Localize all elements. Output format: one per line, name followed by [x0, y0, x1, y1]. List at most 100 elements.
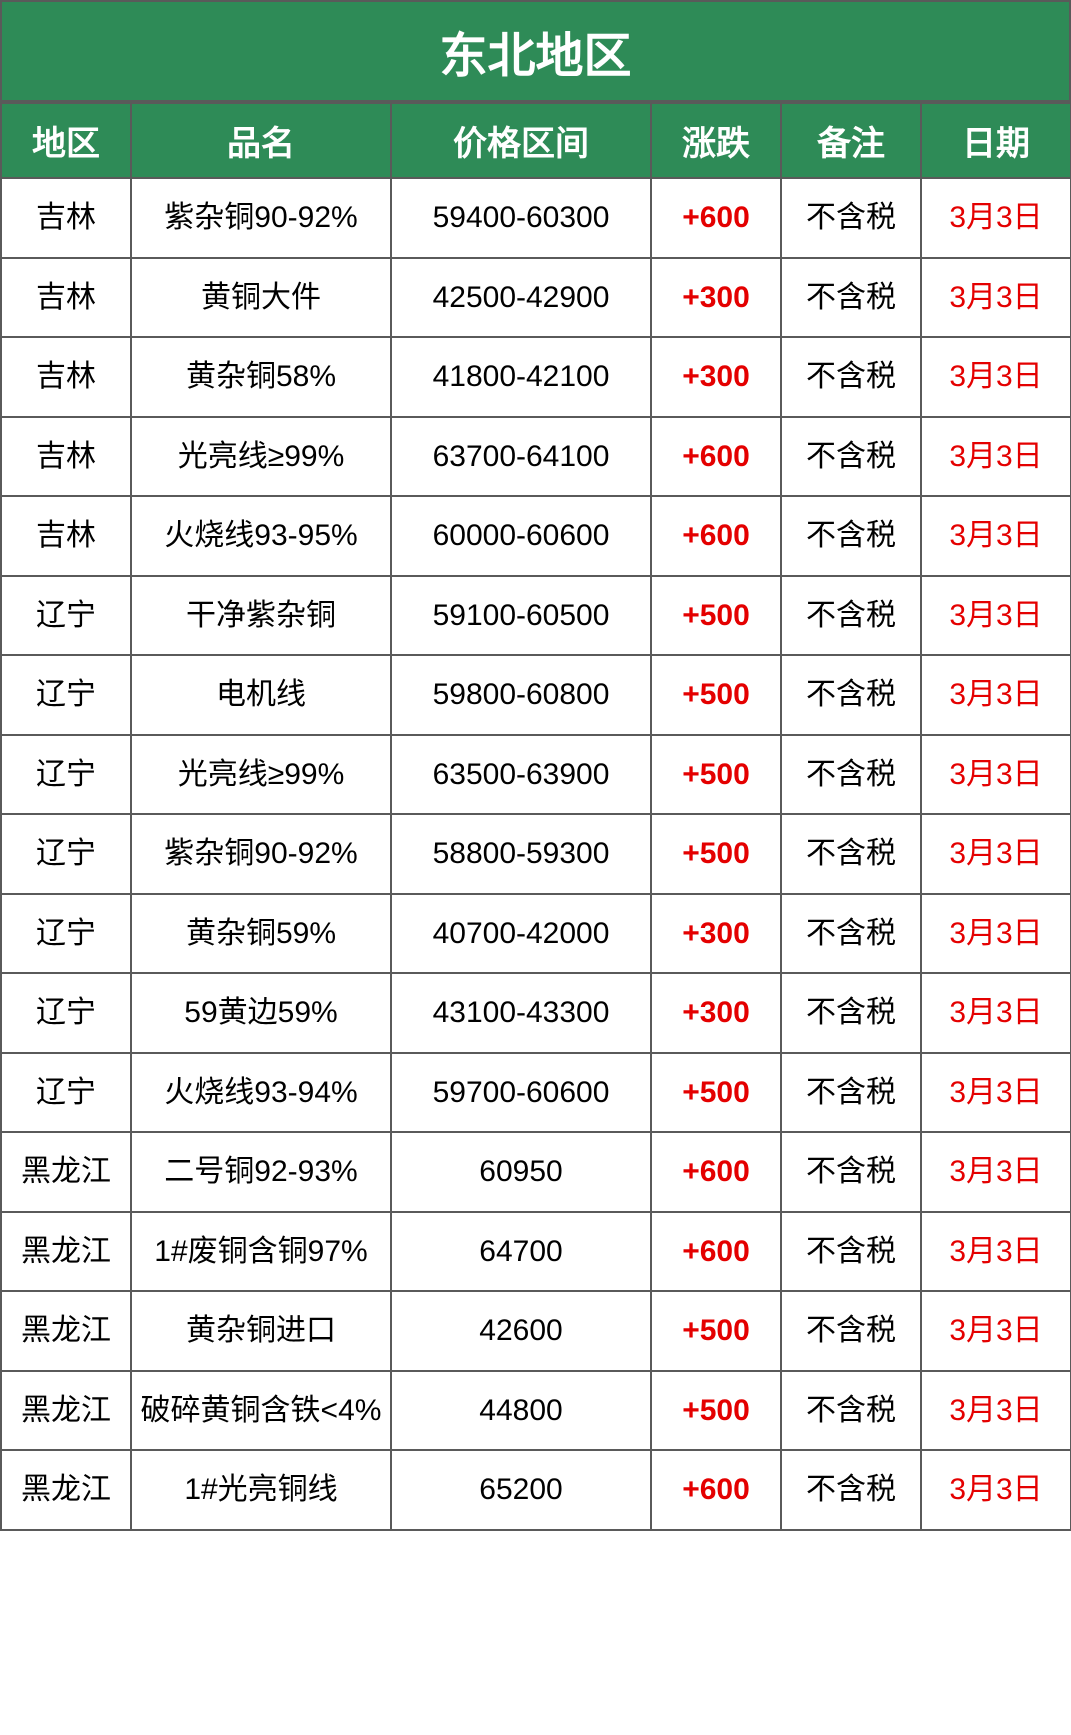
cell-region: 吉林 — [1, 178, 131, 258]
cell-date: 3月3日 — [921, 1291, 1071, 1371]
cell-note: 不含税 — [781, 1371, 921, 1451]
cell-date: 3月3日 — [921, 1053, 1071, 1133]
table-row: 辽宁紫杂铜90-92%58800-59300+500不含税3月3日 — [1, 814, 1071, 894]
cell-date: 3月3日 — [921, 655, 1071, 735]
cell-note: 不含税 — [781, 1053, 921, 1133]
cell-name: 紫杂铜90-92% — [131, 814, 391, 894]
cell-region: 黑龙江 — [1, 1291, 131, 1371]
cell-price: 58800-59300 — [391, 814, 651, 894]
cell-price: 60950 — [391, 1132, 651, 1212]
cell-name: 黄杂铜59% — [131, 894, 391, 974]
cell-note: 不含税 — [781, 337, 921, 417]
table-title: 东北地区 — [0, 0, 1071, 102]
cell-name: 紫杂铜90-92% — [131, 178, 391, 258]
cell-note: 不含税 — [781, 496, 921, 576]
cell-name: 黄铜大件 — [131, 258, 391, 338]
cell-price: 44800 — [391, 1371, 651, 1451]
table-row: 吉林黄铜大件42500-42900+300不含税3月3日 — [1, 258, 1071, 338]
cell-price: 63700-64100 — [391, 417, 651, 497]
cell-region: 黑龙江 — [1, 1450, 131, 1530]
header-row: 地区 品名 价格区间 涨跌 备注 日期 — [1, 103, 1071, 178]
cell-change: +600 — [651, 417, 781, 497]
cell-change: +500 — [651, 735, 781, 815]
cell-price: 60000-60600 — [391, 496, 651, 576]
cell-region: 辽宁 — [1, 894, 131, 974]
col-date: 日期 — [921, 103, 1071, 178]
cell-name: 59黄边59% — [131, 973, 391, 1053]
table-row: 黑龙江黄杂铜进口42600+500不含税3月3日 — [1, 1291, 1071, 1371]
cell-region: 黑龙江 — [1, 1212, 131, 1292]
table-row: 吉林火烧线93-95%60000-60600+600不含税3月3日 — [1, 496, 1071, 576]
cell-name: 火烧线93-94% — [131, 1053, 391, 1133]
cell-price: 59400-60300 — [391, 178, 651, 258]
price-table: 东北地区 地区 品名 价格区间 涨跌 备注 日期 吉林紫杂铜90-92%5940… — [0, 0, 1071, 1531]
cell-name: 火烧线93-95% — [131, 496, 391, 576]
cell-note: 不含税 — [781, 1450, 921, 1530]
table-row: 辽宁干净紫杂铜59100-60500+500不含税3月3日 — [1, 576, 1071, 656]
cell-price: 40700-42000 — [391, 894, 651, 974]
cell-note: 不含税 — [781, 417, 921, 497]
cell-date: 3月3日 — [921, 1450, 1071, 1530]
table-row: 吉林光亮线≥99%63700-64100+600不含税3月3日 — [1, 417, 1071, 497]
cell-note: 不含税 — [781, 1291, 921, 1371]
table-row: 辽宁黄杂铜59%40700-42000+300不含税3月3日 — [1, 894, 1071, 974]
table-row: 辽宁光亮线≥99%63500-63900+500不含税3月3日 — [1, 735, 1071, 815]
cell-name: 黄杂铜进口 — [131, 1291, 391, 1371]
cell-date: 3月3日 — [921, 1371, 1071, 1451]
cell-note: 不含税 — [781, 973, 921, 1053]
cell-change: +600 — [651, 496, 781, 576]
cell-note: 不含税 — [781, 735, 921, 815]
cell-change: +600 — [651, 1212, 781, 1292]
cell-region: 吉林 — [1, 258, 131, 338]
cell-region: 辽宁 — [1, 576, 131, 656]
cell-region: 辽宁 — [1, 655, 131, 735]
cell-name: 光亮线≥99% — [131, 417, 391, 497]
cell-price: 59800-60800 — [391, 655, 651, 735]
cell-date: 3月3日 — [921, 1212, 1071, 1292]
cell-date: 3月3日 — [921, 576, 1071, 656]
cell-region: 辽宁 — [1, 973, 131, 1053]
cell-note: 不含税 — [781, 655, 921, 735]
cell-note: 不含税 — [781, 814, 921, 894]
cell-name: 破碎黄铜含铁<4% — [131, 1371, 391, 1451]
col-price: 价格区间 — [391, 103, 651, 178]
cell-date: 3月3日 — [921, 1132, 1071, 1212]
col-note: 备注 — [781, 103, 921, 178]
cell-name: 黄杂铜58% — [131, 337, 391, 417]
cell-change: +300 — [651, 337, 781, 417]
cell-date: 3月3日 — [921, 496, 1071, 576]
cell-price: 59100-60500 — [391, 576, 651, 656]
table-row: 辽宁电机线59800-60800+500不含税3月3日 — [1, 655, 1071, 735]
cell-note: 不含税 — [781, 1132, 921, 1212]
cell-note: 不含税 — [781, 258, 921, 338]
cell-region: 辽宁 — [1, 735, 131, 815]
cell-change: +300 — [651, 973, 781, 1053]
cell-region: 吉林 — [1, 496, 131, 576]
cell-note: 不含税 — [781, 894, 921, 974]
cell-change: +500 — [651, 814, 781, 894]
cell-date: 3月3日 — [921, 735, 1071, 815]
cell-price: 64700 — [391, 1212, 651, 1292]
cell-name: 1#光亮铜线 — [131, 1450, 391, 1530]
cell-note: 不含税 — [781, 1212, 921, 1292]
cell-name: 干净紫杂铜 — [131, 576, 391, 656]
table-body: 吉林紫杂铜90-92%59400-60300+600不含税3月3日吉林黄铜大件4… — [1, 178, 1071, 1530]
cell-note: 不含税 — [781, 178, 921, 258]
table-row: 吉林黄杂铜58%41800-42100+300不含税3月3日 — [1, 337, 1071, 417]
cell-region: 辽宁 — [1, 814, 131, 894]
cell-change: +600 — [651, 1450, 781, 1530]
cell-change: +500 — [651, 1291, 781, 1371]
cell-change: +500 — [651, 1053, 781, 1133]
cell-price: 65200 — [391, 1450, 651, 1530]
col-name: 品名 — [131, 103, 391, 178]
cell-change: +300 — [651, 258, 781, 338]
cell-change: +600 — [651, 178, 781, 258]
cell-name: 1#废铜含铜97% — [131, 1212, 391, 1292]
cell-change: +600 — [651, 1132, 781, 1212]
cell-note: 不含税 — [781, 576, 921, 656]
cell-price: 59700-60600 — [391, 1053, 651, 1133]
cell-price: 42500-42900 — [391, 258, 651, 338]
cell-price: 43100-43300 — [391, 973, 651, 1053]
table-row: 黑龙江1#废铜含铜97%64700+600不含税3月3日 — [1, 1212, 1071, 1292]
cell-name: 二号铜92-93% — [131, 1132, 391, 1212]
